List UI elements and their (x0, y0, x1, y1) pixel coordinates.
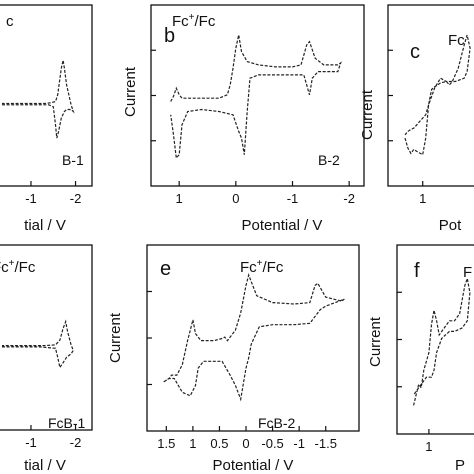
x-tick-label: 1 (419, 191, 426, 206)
x-tick-label: 0 (242, 436, 249, 451)
x-axis-label: Potential / V (213, 457, 294, 474)
x-tick-label: -2 (70, 191, 82, 206)
x-tick-label: 1 (176, 191, 183, 206)
cv-trace (2, 319, 74, 370)
compound-label: B-2 (318, 152, 340, 168)
x-tick-label: 1 (425, 439, 432, 454)
fc-reference-label: Fc+/Fc (172, 12, 216, 30)
x-axis-label: tial / V (24, 217, 66, 234)
x-tick-label: -0.5 (261, 436, 283, 451)
y-axis-label: Current (359, 89, 376, 140)
x-tick-label: 1 (189, 436, 196, 451)
y-axis-label: Current (367, 316, 384, 367)
x-tick-label: -2 (343, 191, 355, 206)
plot-frame (0, 244, 93, 431)
x-axis-label: Pot (439, 217, 462, 234)
x-axis-label: tial / V (24, 457, 66, 474)
x-tick-label: -1 (25, 435, 37, 450)
x-tick-label: 1.5 (157, 436, 175, 451)
x-tick-label: -2 (70, 435, 82, 450)
x-tick-label: -1 (25, 191, 37, 206)
panel-letter: b (164, 25, 175, 47)
x-axis-label: P (455, 457, 465, 474)
panel-letter: f (414, 260, 420, 282)
x-tick-label: 0 (232, 191, 239, 206)
fc-reference-label: c (6, 13, 14, 30)
fc-reference-label: Fc+/Fc (0, 258, 36, 276)
cv-trace (163, 273, 345, 402)
plot-frame (0, 4, 93, 187)
panel-1: -1 -2 c B-1 tial / V (0, 4, 93, 234)
panel-6: 1 f F P Current (367, 244, 474, 474)
cv-trace (404, 34, 471, 156)
panel-3: 1 c Fc Pot Current (359, 4, 474, 234)
panel-2: 1 0 -1 -2 bFc+/Fc B-2 Potential / V Current (122, 4, 365, 234)
y-axis-label: Current (107, 312, 124, 363)
panel-letter: c (410, 41, 420, 63)
x-tick-label: -1 (287, 191, 299, 206)
fc-reference-label: Fc (448, 32, 465, 49)
cv-trace (413, 276, 471, 406)
compound-label: B-1 (62, 152, 84, 168)
compound-label: FcB-2 (258, 415, 296, 431)
fc-reference-label: Fc+/Fc (240, 258, 284, 276)
x-tick-label: 0.5 (210, 436, 228, 451)
x-axis-label: Potential / V (242, 217, 323, 234)
panel-4: -1 -2 Fc+/Fc FcB-1 tial / V (0, 244, 93, 474)
panel-5: 1.5 1 0.5 0 -0.5 -1 -1.5 e Fc+/Fc FcB-2 Potential … (107, 244, 360, 474)
cv-trace (2, 60, 75, 139)
compound-label: FcB-1 (48, 415, 86, 431)
x-tick-label: -1 (293, 436, 305, 451)
cv-trace (170, 34, 342, 160)
panel-letter: e (160, 258, 171, 280)
fc-reference-label: F (463, 264, 472, 281)
x-tick-label: -1.5 (315, 436, 337, 451)
y-axis-label: Current (122, 66, 139, 117)
